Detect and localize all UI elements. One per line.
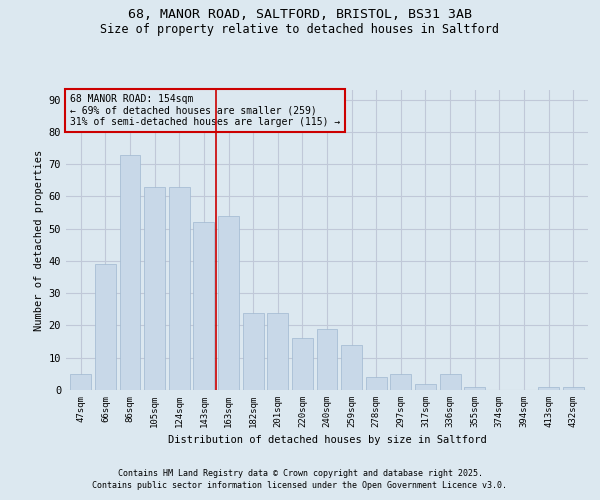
Text: Contains HM Land Registry data © Crown copyright and database right 2025.: Contains HM Land Registry data © Crown c…	[118, 468, 482, 477]
Text: 68 MANOR ROAD: 154sqm
← 69% of detached houses are smaller (259)
31% of semi-det: 68 MANOR ROAD: 154sqm ← 69% of detached …	[70, 94, 340, 128]
Bar	[242, 312, 263, 390]
Bar	[95, 264, 116, 390]
Bar	[415, 384, 436, 390]
Bar	[317, 328, 337, 390]
Bar	[391, 374, 412, 390]
Bar	[218, 216, 239, 390]
Bar	[366, 377, 387, 390]
Bar	[538, 387, 559, 390]
Bar	[70, 374, 91, 390]
Bar	[267, 312, 288, 390]
Text: 68, MANOR ROAD, SALTFORD, BRISTOL, BS31 3AB: 68, MANOR ROAD, SALTFORD, BRISTOL, BS31 …	[128, 8, 472, 20]
Bar	[440, 374, 461, 390]
Bar	[292, 338, 313, 390]
Bar	[119, 154, 140, 390]
Bar	[563, 387, 584, 390]
Text: Size of property relative to detached houses in Saltford: Size of property relative to detached ho…	[101, 22, 499, 36]
Bar	[193, 222, 214, 390]
Bar	[464, 387, 485, 390]
Y-axis label: Number of detached properties: Number of detached properties	[34, 150, 44, 330]
Text: Distribution of detached houses by size in Saltford: Distribution of detached houses by size …	[167, 435, 487, 445]
Bar	[341, 345, 362, 390]
Bar	[144, 187, 165, 390]
Text: Contains public sector information licensed under the Open Government Licence v3: Contains public sector information licen…	[92, 481, 508, 490]
Bar	[169, 187, 190, 390]
